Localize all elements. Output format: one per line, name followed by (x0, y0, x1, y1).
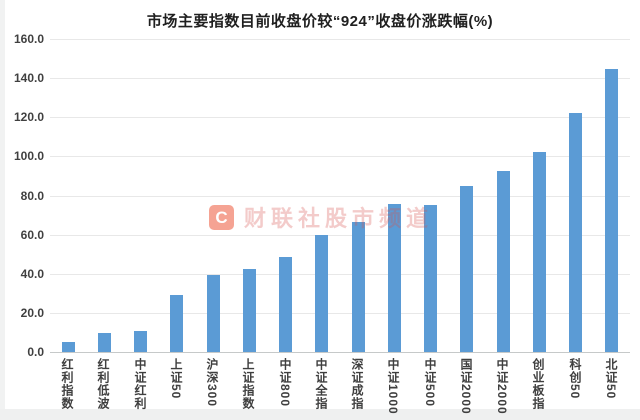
gridline (50, 235, 630, 236)
bar-红利低波 (98, 333, 111, 352)
x-axis-line (50, 352, 630, 353)
gridline (50, 196, 630, 197)
x-category-label: 北证50 (604, 358, 618, 400)
x-category-label: 中证红利 (133, 358, 147, 410)
gridline (50, 156, 630, 157)
x-category-label: 创业板指 (531, 358, 545, 410)
y-tick-label: 160.0 (13, 32, 44, 46)
x-category-label: 沪深300 (205, 358, 219, 408)
x-category-label: 深证成指 (350, 358, 364, 410)
y-tick-label: 60.0 (20, 228, 44, 242)
x-category-label: 中证500 (423, 358, 437, 408)
y-tick-label: 140.0 (13, 71, 44, 85)
bar-中证1000 (388, 204, 401, 352)
gridline (50, 274, 630, 275)
plot-area (50, 39, 630, 353)
x-category-label: 中证全指 (314, 358, 328, 410)
bar-沪深300 (207, 275, 220, 352)
gridline (50, 78, 630, 79)
bar-上证50 (170, 295, 183, 352)
bar-创业板指 (533, 152, 546, 352)
y-tick-label: 80.0 (20, 189, 44, 203)
bar-红利指数 (62, 342, 75, 352)
gridline (50, 313, 630, 314)
x-category-label: 科创50 (568, 358, 582, 400)
x-category-label: 中证1000 (386, 358, 400, 415)
gridline (50, 39, 630, 40)
x-category-label: 红利低波 (96, 358, 110, 410)
x-category-label: 上证50 (169, 358, 183, 400)
x-category-label: 国证2000 (459, 358, 473, 415)
y-tick-label: 120.0 (13, 110, 44, 124)
x-category-label: 中证2000 (495, 358, 509, 415)
bar-中证2000 (497, 171, 510, 352)
bar-中证全指 (315, 235, 328, 352)
y-tick-label: 0.0 (27, 345, 44, 359)
x-category-label: 上证指数 (241, 358, 255, 410)
gridline (50, 117, 630, 118)
x-category-label: 中证800 (278, 358, 292, 408)
chart-title: 市场主要指数目前收盘价较“924”收盘价涨跌幅(%) (146, 13, 494, 30)
bar-国证2000 (460, 186, 473, 352)
bar-中证红利 (134, 331, 147, 352)
bar-中证800 (279, 257, 292, 352)
bottom-edge-strip (0, 409, 640, 420)
bar-中证500 (424, 205, 437, 352)
x-category-label: 红利指数 (60, 358, 74, 410)
y-tick-label: 20.0 (20, 306, 44, 320)
y-tick-label: 100.0 (13, 149, 44, 163)
bar-上证指数 (243, 269, 256, 352)
bar-科创50 (569, 113, 582, 352)
y-tick-label: 40.0 (20, 267, 44, 281)
bar-深证成指 (352, 222, 365, 352)
left-edge-strip (0, 0, 5, 420)
bar-北证50 (605, 69, 618, 352)
